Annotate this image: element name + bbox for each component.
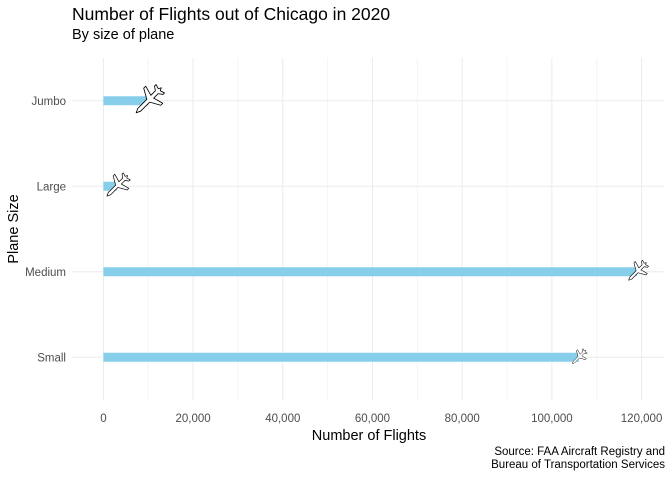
- y-axis-title: Plane Size: [6, 194, 22, 263]
- airplane-icon: [135, 84, 165, 114]
- x-tick-label: 40,000: [265, 413, 300, 425]
- x-axis-title: Number of Flights: [312, 428, 426, 444]
- y-tick-label: Medium: [25, 267, 66, 279]
- y-tick-label: Small: [37, 352, 66, 364]
- y-tick-label: Jumbo: [31, 96, 66, 108]
- source-caption-line-2: Bureau of Transportation Services: [491, 459, 665, 471]
- x-tick-label: 100,000: [531, 413, 573, 425]
- chart-title: Number of Flights out of Chicago in 2020: [72, 4, 391, 24]
- grid: [72, 58, 664, 400]
- chart-subtitle: By size of plane: [72, 27, 175, 43]
- x-tick-label: 120,000: [621, 413, 663, 425]
- source-caption-line-1: Source: FAA Aircraft Registry and: [494, 446, 665, 458]
- x-tick-label: 80,000: [445, 413, 480, 425]
- bar-medium: [103, 267, 638, 277]
- y-tick-label: Large: [37, 181, 66, 193]
- airplane-icon: [106, 172, 131, 197]
- y-axis-ticks: Jumbo Large Medium Small: [25, 96, 66, 365]
- airplane-icon: [628, 259, 649, 281]
- airplane-icon: [572, 348, 588, 364]
- bar-large: [103, 181, 117, 191]
- bar-small: [103, 352, 579, 362]
- x-tick-label: 0: [100, 413, 106, 425]
- bars: [103, 84, 649, 364]
- x-axis-ticks: 0 20,000 40,000 60,000 80,000 100,000 120,000: [100, 413, 662, 425]
- x-tick-label: 60,000: [355, 413, 390, 425]
- bar-jumbo: [103, 96, 149, 106]
- x-tick-label: 20,000: [175, 413, 210, 425]
- source-caption: Source: FAA Aircraft Registry and Bureau…: [491, 446, 665, 472]
